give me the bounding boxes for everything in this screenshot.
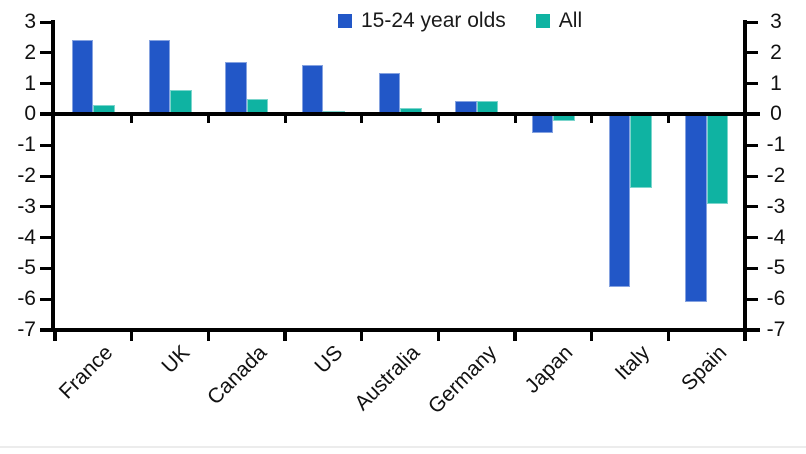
y-tick-label-left--7: -7 xyxy=(17,318,36,341)
y-tick-label-left--5: -5 xyxy=(17,256,36,280)
bottom-axis-tick xyxy=(129,332,134,341)
legend-label-all: All xyxy=(558,9,583,32)
bar-germany-all xyxy=(476,100,499,115)
y-tick-label-right-2: 2 xyxy=(770,40,782,64)
legend-item-all: All xyxy=(535,9,583,33)
zero-line-tick xyxy=(206,116,210,124)
y-tick-label-right--5: -5 xyxy=(766,256,786,280)
bar-france-all xyxy=(93,105,115,115)
bottom-axis-tick xyxy=(359,332,364,341)
left-tick-1 xyxy=(40,82,51,86)
right-tick--5 xyxy=(747,266,758,270)
right-tick-1 xyxy=(747,82,758,86)
bar-france-young xyxy=(71,40,94,115)
zero-line-tick xyxy=(666,116,670,124)
zero-line-tick xyxy=(283,116,287,124)
y-tick-label-left-1: 1 xyxy=(24,71,36,95)
right-tick-3 xyxy=(747,20,758,24)
right-tick--6 xyxy=(747,297,758,301)
bottom-axis-tick xyxy=(743,332,747,341)
bar-italy-all xyxy=(630,114,652,189)
bottom-axis-tick xyxy=(53,332,57,341)
right-tick-0 xyxy=(747,112,758,116)
y-tick-label-left--6: -6 xyxy=(17,287,36,311)
bar-canada-all xyxy=(246,99,269,115)
left-tick-0 xyxy=(40,112,51,116)
zero-line-tick xyxy=(130,116,134,124)
left-tick--1 xyxy=(40,143,51,147)
y-tick-label-right--1: -1 xyxy=(766,133,786,157)
bottom-axis-tick xyxy=(666,332,671,341)
y-tick-label-right--6: -6 xyxy=(766,287,786,311)
right-tick--3 xyxy=(747,205,758,209)
right-tick--1 xyxy=(747,143,758,147)
left-tick--3 xyxy=(40,205,51,209)
y-tick-label-left--1: -1 xyxy=(17,133,36,157)
y-tick-label-left--4: -4 xyxy=(17,225,36,249)
y-tick-label-right--3: -3 xyxy=(766,194,786,218)
right-axis-spine xyxy=(743,20,747,332)
zero-line-tick xyxy=(590,116,594,124)
left-tick-3 xyxy=(40,20,51,24)
zero-line-tick xyxy=(360,116,364,124)
left-tick--5 xyxy=(40,266,51,270)
bottom-axis-tick xyxy=(436,332,441,341)
bottom-axis-line xyxy=(40,328,760,332)
y-tick-label-right-0: 0 xyxy=(770,102,782,126)
bar-germany-young xyxy=(455,100,477,115)
bar-us-young xyxy=(301,65,324,115)
y-tick-label-left--3: -3 xyxy=(17,194,36,218)
left-tick-2 xyxy=(40,51,51,55)
left-tick--6 xyxy=(40,297,51,301)
y-tick-label-right--2: -2 xyxy=(766,164,786,187)
zero-axis-line xyxy=(40,112,760,117)
right-tick-2 xyxy=(747,51,758,55)
bar-spain-young xyxy=(685,114,707,303)
bottom-axis-tick xyxy=(513,332,517,341)
right-tick--7 xyxy=(747,328,758,332)
right-tick--2 xyxy=(747,174,758,178)
bar-spain-all xyxy=(706,114,729,204)
bar-australia-all xyxy=(400,108,422,115)
bar-italy-young xyxy=(608,114,630,287)
y-tick-label-left-0: 0 xyxy=(24,102,36,126)
bottom-axis-tick xyxy=(206,332,211,341)
left-tick--7 xyxy=(40,328,51,332)
zero-line-tick xyxy=(436,116,440,124)
y-tick-label-left-3: 3 xyxy=(24,10,36,33)
y-tick-label-right-3: 3 xyxy=(770,10,782,33)
bar-canada-young xyxy=(225,62,247,115)
legend-swatch-young-icon xyxy=(338,14,352,28)
y-tick-label-left--2: -2 xyxy=(17,164,36,187)
bar-australia-young xyxy=(378,72,400,115)
zero-line-tick xyxy=(513,116,517,124)
bar-uk-young xyxy=(148,40,170,115)
bottom-axis-tick xyxy=(283,332,287,341)
legend-label-young: 15-24 year olds xyxy=(361,9,506,32)
left-tick--2 xyxy=(40,174,51,178)
bar-japan-all xyxy=(553,114,575,121)
left-tick--4 xyxy=(40,236,51,240)
bar-uk-all xyxy=(170,89,192,115)
left-axis-spine xyxy=(51,20,55,332)
y-tick-label-left-2: 2 xyxy=(24,40,36,64)
bottom-divider xyxy=(0,446,806,448)
y-tick-label-right-1: 1 xyxy=(770,71,782,95)
legend-item-young: 15-24 year olds xyxy=(338,9,506,33)
bar-japan-young xyxy=(531,114,554,133)
legend-swatch-all-icon xyxy=(535,14,550,28)
chart-legend: 15-24 year olds All xyxy=(338,9,582,33)
y-tick-label-right--7: -7 xyxy=(766,318,786,341)
bottom-axis-tick xyxy=(589,332,594,341)
right-tick--4 xyxy=(747,236,758,240)
y-tick-label-right--4: -4 xyxy=(766,225,786,249)
